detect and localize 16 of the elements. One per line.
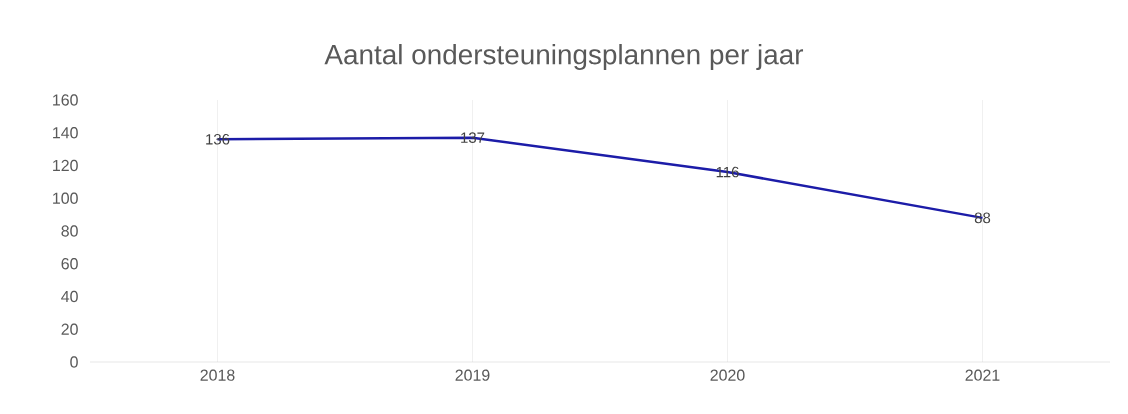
y-tick-label: 160: [53, 94, 78, 106]
x-tick-label: 2020: [710, 369, 745, 381]
y-tick-label: 0: [70, 356, 78, 368]
y-tick-label: 140: [53, 127, 78, 139]
data-label: 136: [206, 134, 230, 145]
y-tick-label: 60: [61, 258, 78, 270]
y-tick-label: 80: [61, 225, 78, 237]
x-tick-label: 2018: [200, 369, 235, 381]
y-tick-label: 100: [53, 192, 78, 204]
chart-title: Aantal ondersteuningsplannen per jaar: [324, 44, 804, 70]
y-tick-label: 40: [61, 290, 78, 303]
y-tick-label: 120: [53, 159, 78, 172]
data-label: 88: [974, 212, 991, 224]
x-tick-label: 2019: [455, 369, 490, 381]
x-tick-label: 2021: [965, 369, 1000, 381]
y-tick-label: 20: [61, 323, 78, 335]
